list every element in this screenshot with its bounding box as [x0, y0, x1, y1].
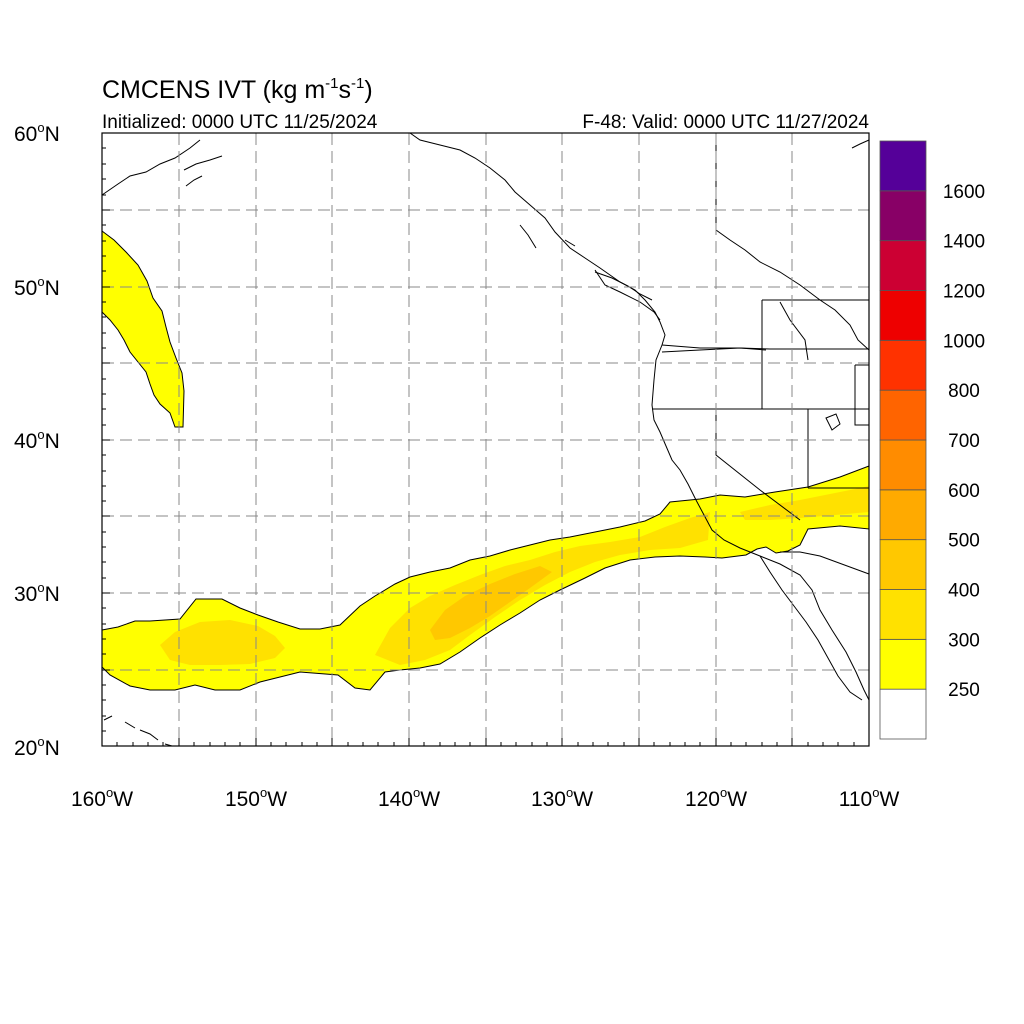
state-line-utah-east [854, 364, 869, 426]
axis-ticks [101, 132, 870, 746]
ivt-region-core-max [430, 566, 552, 640]
longitude-labels: 160oW 150oW 140oW 130oW 120oW 110oW [71, 785, 900, 811]
lat-label-30n: 30oN [14, 580, 60, 606]
colorbar-swatch [879, 439, 927, 491]
colorbar-label: 1200 [943, 282, 985, 303]
coastline-hawaii [103, 715, 173, 747]
great-salt-lake [825, 413, 841, 431]
colorbar-swatch [879, 240, 927, 291]
coastline-kodiak [851, 139, 870, 149]
coastlines-and-borders [101, 132, 870, 747]
lat-label-60n: 60oN [14, 120, 60, 146]
coastline-canada [409, 132, 666, 346]
colorbar-label: 250 [948, 680, 980, 701]
colorbar-swatch [879, 290, 927, 341]
colorbar-label: 500 [948, 531, 980, 552]
initialized-label: Initialized: 0000 UTC 11/25/2024 [102, 112, 378, 133]
lat-lon-grid [102, 133, 869, 746]
state-line-wa-or [661, 347, 767, 353]
lat-label-40n: 40oN [14, 427, 60, 453]
colorbar-label: 800 [948, 381, 980, 402]
colorbar-label: 1400 [943, 232, 985, 253]
colorbar-label: 1600 [943, 182, 985, 203]
coastline-baja [759, 555, 863, 701]
colorbar-label: 300 [948, 630, 980, 651]
ivt-region-core-west [160, 620, 285, 665]
lon-label-120w: 120oW [685, 785, 747, 811]
colorbar-swatch [879, 638, 927, 690]
map-frame [101, 132, 870, 747]
colorbar-swatch [879, 140, 927, 192]
lon-label-140w: 140oW [378, 785, 440, 811]
map-area [101, 132, 870, 747]
lat-label-20n: 20oN [14, 734, 60, 760]
coastline-west-us [651, 344, 870, 701]
latitude-labels: 60oN 50oN 40oN 30oN 20oN [14, 120, 60, 760]
colorbar-swatch [879, 539, 927, 590]
colorbar: 250 300 400 500 600 700 800 1000 1200 1400 1600 [879, 140, 985, 740]
border-canada-east [715, 133, 870, 351]
chart-title: CMCENS IVT (kg m-1s-1) [102, 75, 373, 104]
lon-label-160w: 160oW [71, 785, 133, 811]
colorbar-label: 400 [948, 581, 980, 602]
colorbar-swatch [879, 190, 927, 242]
coastline-alaska [101, 139, 201, 196]
colorbar-swatch [879, 589, 927, 640]
colorbar-label: 700 [948, 431, 980, 452]
colorbar-swatch [879, 688, 927, 740]
colorbar-swatch [879, 489, 927, 541]
state-line-id [761, 300, 809, 409]
colorbar-swatch [879, 389, 927, 441]
coastline-canada-islands [519, 224, 653, 301]
ivt-region-core-east [740, 486, 869, 520]
valid-time-label: F-48: Valid: 0000 UTC 11/27/2024 [582, 112, 869, 133]
colorbar-label: 600 [948, 481, 980, 502]
lon-label-110w: 110oW [839, 785, 900, 811]
lat-label-50n: 50oN [14, 274, 60, 300]
colorbar-swatch [879, 339, 927, 391]
coastline-alaska-islands [183, 155, 223, 187]
ivt-shading [101, 230, 870, 691]
lon-label-150w: 150oW [225, 785, 287, 811]
colorbar-label: 1000 [943, 331, 985, 352]
lon-label-130w: 130oW [531, 785, 593, 811]
coastline-vancouver-island [594, 269, 661, 321]
border-us-mexico [780, 551, 870, 575]
